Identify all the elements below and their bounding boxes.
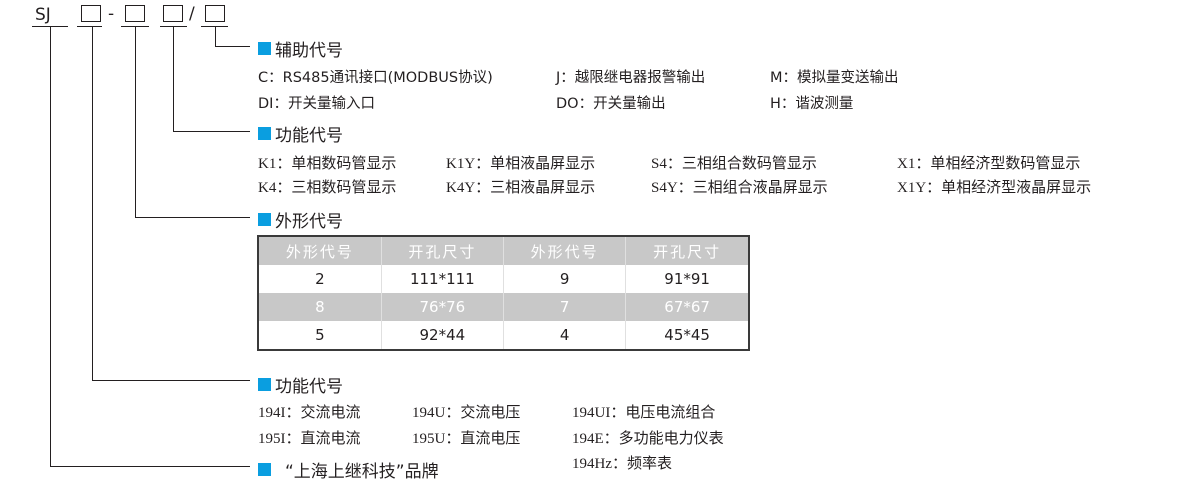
column-header: 开孔尺寸 [625, 236, 750, 265]
code-box-display [163, 5, 183, 22]
heading-text: 外形代号 [275, 212, 343, 232]
heading-text: 功能代号 [275, 126, 343, 146]
separator: - [108, 4, 115, 24]
display-item: K1：单相数码管显示 [258, 156, 397, 172]
display-item: K4：三相数码管显示 [258, 180, 397, 196]
table-cell: 5 [258, 321, 382, 350]
table-cell: 67*67 [625, 293, 750, 321]
table-header-row: 外形代号 开孔尺寸 外形代号 开孔尺寸 [258, 236, 750, 265]
table-cell: 9 [503, 265, 627, 293]
table-cell: 91*91 [625, 265, 750, 293]
table-cell: 7 [503, 293, 627, 321]
brand-heading: “上海上继科技”品牌 [258, 457, 439, 482]
aux-heading: 辅助代号 [258, 36, 343, 61]
bullet-square-icon [258, 42, 271, 55]
bullet-square-icon [258, 378, 271, 391]
table-cell: 92*44 [381, 321, 504, 350]
display-item: X1：单相经济型数码管显示 [897, 156, 1081, 172]
shape-table: 外形代号 开孔尺寸 外形代号 开孔尺寸 2 111*111 9 91*91 8 76*7… [257, 235, 750, 351]
heading-text: “上海上继科技”品牌 [285, 462, 439, 482]
aux-item: DI：开关量输入口 [258, 96, 375, 112]
table-row: 8 76*76 7 67*67 [258, 293, 750, 321]
display-item: K1Y：单相液晶屏显示 [446, 156, 596, 172]
table-row: 5 92*44 4 45*45 [258, 321, 750, 350]
display-item: X1Y：单相经济型液晶屏显示 [897, 180, 1092, 196]
code-box-function [81, 5, 101, 22]
aux-item: H：谐波测量 [770, 96, 854, 112]
code-box-shape [125, 5, 145, 22]
column-header: 外形代号 [258, 236, 382, 265]
function-item: 195I：直流电流 [258, 431, 361, 447]
bullet-square-icon [258, 127, 271, 140]
heading-text: 辅助代号 [275, 41, 343, 61]
aux-item: M：模拟量变送输出 [770, 70, 899, 86]
table-cell: 8 [258, 293, 382, 321]
display-heading: 功能代号 [258, 121, 343, 146]
table-cell: 111*111 [381, 265, 504, 293]
aux-item: C：RS485通讯接口(MODBUS协议) [258, 70, 493, 86]
table-cell: 4 [503, 321, 627, 350]
table-cell: 45*45 [625, 321, 750, 350]
bullet-square-icon [258, 463, 271, 476]
table-row: 2 111*111 9 91*91 [258, 265, 750, 293]
separator: / [189, 4, 195, 24]
function-item: 194UI：电压电流组合 [572, 405, 716, 421]
function-item: 194I：交流电流 [258, 405, 361, 421]
display-item: S4：三相组合数码管显示 [651, 156, 817, 172]
function-item: 194U：交流电压 [412, 405, 521, 421]
bullet-square-icon [258, 213, 271, 226]
column-header: 外形代号 [503, 236, 627, 265]
aux-item: J：越限继电器报警输出 [556, 70, 706, 86]
function-item: 195U：直流电压 [412, 431, 521, 447]
heading-text: 功能代号 [275, 377, 343, 397]
model-prefix: SJ [35, 5, 51, 25]
display-item: S4Y：三相组合液晶屏显示 [651, 180, 828, 196]
function-heading: 功能代号 [258, 372, 343, 397]
display-item: K4Y：三相液晶屏显示 [446, 180, 596, 196]
shape-heading: 外形代号 [258, 207, 343, 232]
code-box-aux [205, 5, 225, 22]
table-cell: 76*76 [381, 293, 504, 321]
aux-item: DO：开关量输出 [556, 96, 666, 112]
function-item: 194Hz：频率表 [572, 456, 672, 472]
column-header: 开孔尺寸 [381, 236, 504, 265]
function-item: 194E：多功能电力仪表 [572, 431, 724, 447]
table-cell: 2 [258, 265, 382, 293]
